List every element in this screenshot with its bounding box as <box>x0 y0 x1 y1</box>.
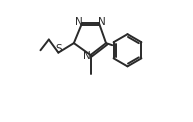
Text: N: N <box>98 17 106 27</box>
Text: N: N <box>83 51 91 61</box>
Text: S: S <box>56 44 62 54</box>
Text: N: N <box>75 17 83 27</box>
